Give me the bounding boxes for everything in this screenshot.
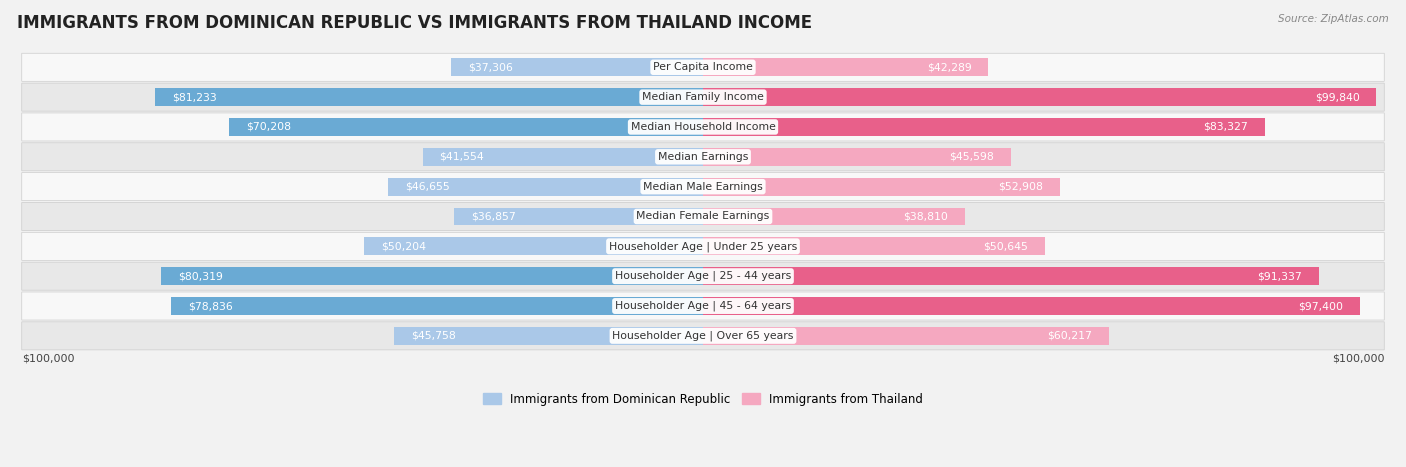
Bar <box>703 327 1109 345</box>
Text: $81,233: $81,233 <box>172 92 217 102</box>
Text: Householder Age | Under 25 years: Householder Age | Under 25 years <box>609 241 797 252</box>
Bar <box>703 88 1376 106</box>
Bar <box>155 88 703 106</box>
Text: Median Household Income: Median Household Income <box>630 122 776 132</box>
Bar <box>703 118 1265 136</box>
Text: $36,857: $36,857 <box>471 212 516 221</box>
Text: $52,908: $52,908 <box>998 182 1043 191</box>
Text: Householder Age | 25 - 44 years: Householder Age | 25 - 44 years <box>614 271 792 282</box>
Text: $83,327: $83,327 <box>1204 122 1249 132</box>
Text: $50,645: $50,645 <box>983 241 1028 251</box>
Bar <box>703 237 1045 255</box>
Text: $70,208: $70,208 <box>246 122 291 132</box>
FancyBboxPatch shape <box>21 262 1385 290</box>
FancyBboxPatch shape <box>21 83 1385 111</box>
FancyBboxPatch shape <box>21 173 1385 201</box>
Bar <box>364 237 703 255</box>
Bar <box>454 207 703 226</box>
Text: Householder Age | Over 65 years: Householder Age | Over 65 years <box>612 331 794 341</box>
Text: $37,306: $37,306 <box>468 62 513 72</box>
FancyBboxPatch shape <box>21 232 1385 261</box>
Text: $100,000: $100,000 <box>21 353 75 363</box>
Bar <box>703 177 1060 196</box>
Bar <box>229 118 703 136</box>
Bar <box>703 207 965 226</box>
FancyBboxPatch shape <box>21 292 1385 320</box>
Text: $38,810: $38,810 <box>903 212 948 221</box>
Bar <box>172 297 703 315</box>
Text: Source: ZipAtlas.com: Source: ZipAtlas.com <box>1278 14 1389 24</box>
Bar <box>162 267 703 285</box>
Text: Median Family Income: Median Family Income <box>643 92 763 102</box>
Text: $97,400: $97,400 <box>1298 301 1343 311</box>
Text: IMMIGRANTS FROM DOMINICAN REPUBLIC VS IMMIGRANTS FROM THAILAND INCOME: IMMIGRANTS FROM DOMINICAN REPUBLIC VS IM… <box>17 14 813 32</box>
Text: $99,840: $99,840 <box>1315 92 1360 102</box>
Bar <box>388 177 703 196</box>
Text: $42,289: $42,289 <box>927 62 972 72</box>
FancyBboxPatch shape <box>21 143 1385 171</box>
Text: Median Earnings: Median Earnings <box>658 152 748 162</box>
Bar <box>451 58 703 76</box>
Text: $100,000: $100,000 <box>1331 353 1385 363</box>
Bar <box>394 327 703 345</box>
Text: $41,554: $41,554 <box>440 152 484 162</box>
FancyBboxPatch shape <box>21 322 1385 350</box>
Bar <box>703 58 988 76</box>
FancyBboxPatch shape <box>21 113 1385 141</box>
Text: $60,217: $60,217 <box>1047 331 1092 341</box>
Bar <box>703 148 1011 166</box>
Bar <box>703 267 1319 285</box>
Bar <box>703 297 1360 315</box>
Text: Median Female Earnings: Median Female Earnings <box>637 212 769 221</box>
Text: $78,836: $78,836 <box>188 301 233 311</box>
Text: Median Male Earnings: Median Male Earnings <box>643 182 763 191</box>
Text: $45,758: $45,758 <box>411 331 456 341</box>
Legend: Immigrants from Dominican Republic, Immigrants from Thailand: Immigrants from Dominican Republic, Immi… <box>478 388 928 410</box>
Text: $46,655: $46,655 <box>405 182 450 191</box>
Text: $91,337: $91,337 <box>1257 271 1302 281</box>
FancyBboxPatch shape <box>21 53 1385 81</box>
FancyBboxPatch shape <box>21 203 1385 231</box>
Text: Per Capita Income: Per Capita Income <box>652 62 754 72</box>
Text: $45,598: $45,598 <box>949 152 994 162</box>
Text: Householder Age | 45 - 64 years: Householder Age | 45 - 64 years <box>614 301 792 311</box>
Text: $80,319: $80,319 <box>179 271 224 281</box>
Text: $50,204: $50,204 <box>381 241 426 251</box>
Bar <box>423 148 703 166</box>
